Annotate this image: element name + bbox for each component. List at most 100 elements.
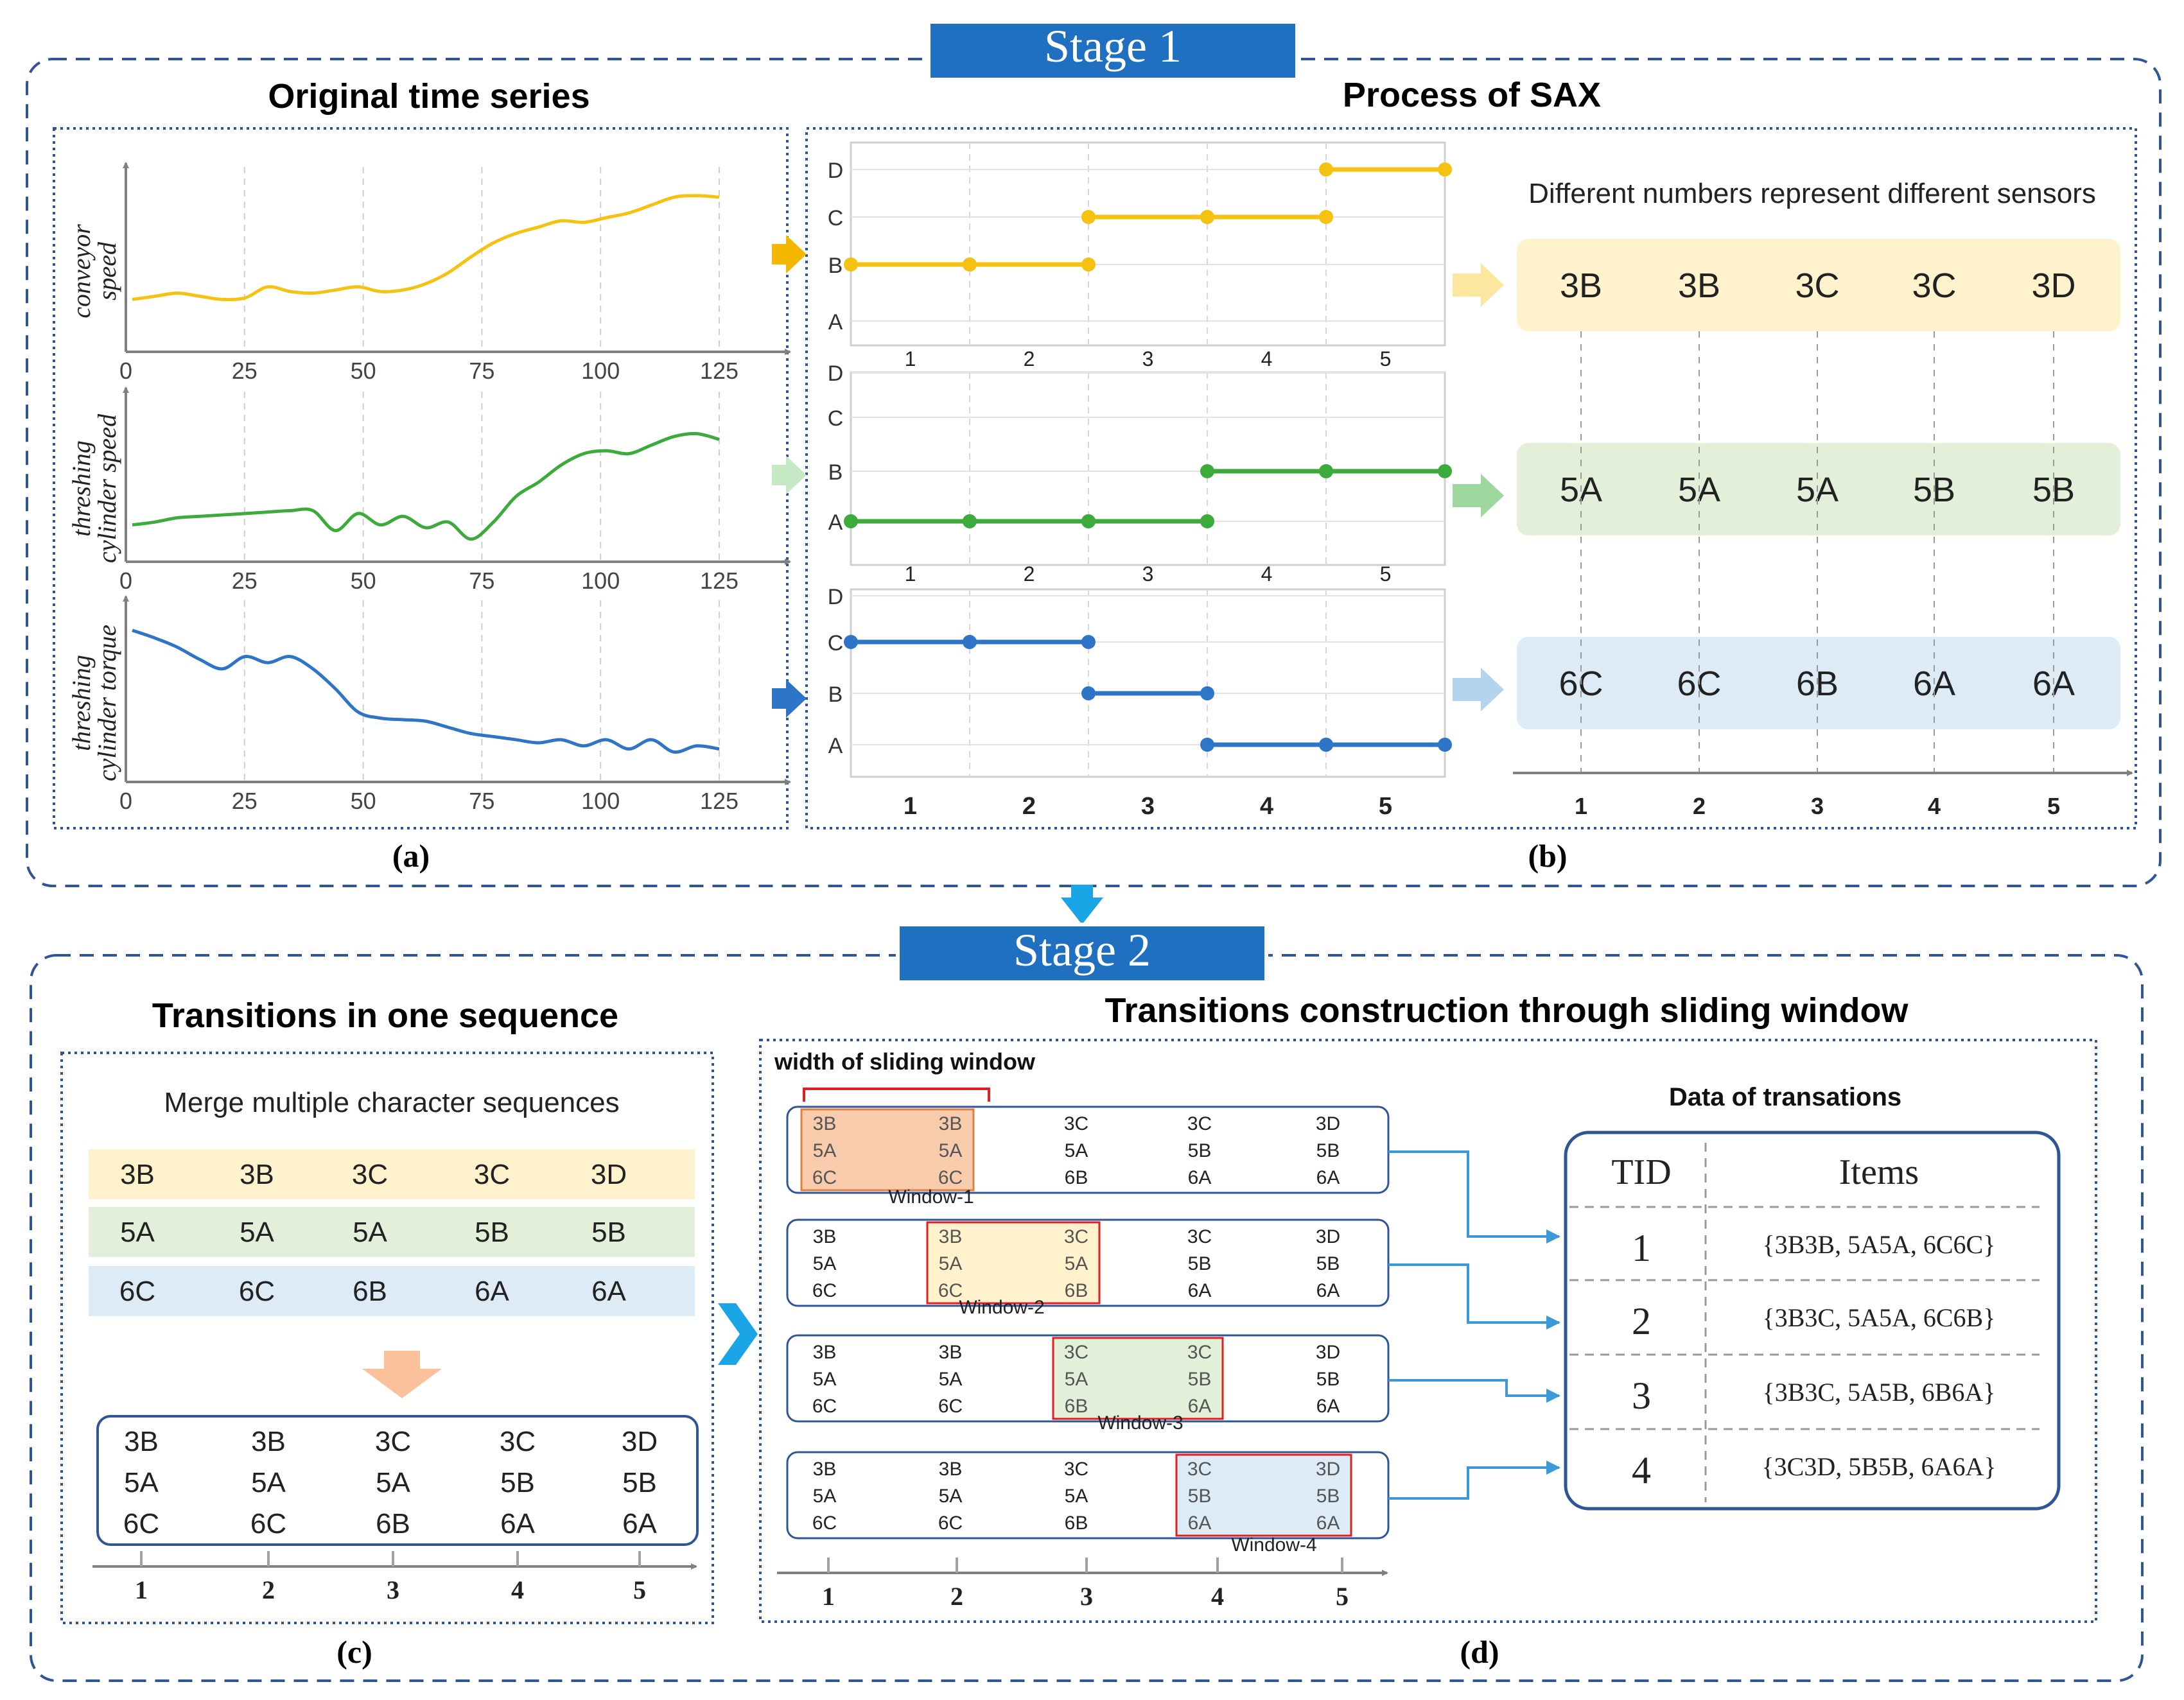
window-symbol: 6A xyxy=(1316,1280,1340,1301)
sliding-window-label: width of sliding window xyxy=(774,1048,1036,1075)
window-symbol: 5A xyxy=(939,1140,963,1161)
ts-tick-label: 50 xyxy=(351,568,376,594)
window-symbol: 5B xyxy=(1316,1369,1340,1390)
table-items-cell: {3B3C, 5A5B, 6B6A} xyxy=(1763,1378,1996,1407)
d-tick-label: 4 xyxy=(1211,1582,1224,1611)
sax-point xyxy=(1438,464,1452,478)
table-tid-cell: 2 xyxy=(1632,1300,1651,1342)
ts-tick-label: 100 xyxy=(581,568,620,594)
ts-tick-label: 0 xyxy=(119,788,132,814)
window-symbol: 5A xyxy=(939,1486,963,1507)
ts-tick-label: 100 xyxy=(581,788,620,814)
window-symbol: 5A xyxy=(1065,1369,1088,1390)
combined-symbol: 5B xyxy=(500,1467,535,1498)
window-to-table-arrow xyxy=(1388,1379,1560,1403)
combined-symbol: 3D xyxy=(622,1426,658,1457)
ts-ylabel-line1: threshing xyxy=(67,440,96,537)
sliding-window-highlight xyxy=(800,1108,975,1192)
sax-point xyxy=(1319,210,1333,224)
stage1-banner-text: Stage 1 xyxy=(1044,21,1182,72)
window-symbol: 3C xyxy=(1064,1226,1088,1247)
sax-chart-2: AB CD 1 2 3 4 5 xyxy=(772,361,1452,585)
sax-point xyxy=(1319,162,1333,177)
window-symbol: 6A xyxy=(1316,1396,1340,1417)
window-symbol: 5B xyxy=(1188,1140,1212,1161)
merged-symbol: 3C xyxy=(474,1159,510,1190)
sax-tick-label: 5 xyxy=(1380,562,1392,585)
ts-tick-label: 25 xyxy=(232,568,258,594)
sax-level-label: C xyxy=(828,206,844,230)
window-symbol: 6A xyxy=(1188,1396,1212,1417)
sequence-symbol: 3D xyxy=(2031,266,2075,305)
sax-point xyxy=(1319,464,1333,478)
window-symbol: 3B xyxy=(939,1342,963,1363)
window-symbol: 6B xyxy=(1065,1396,1088,1417)
ts-tick-label: 75 xyxy=(469,358,494,384)
window-symbol: 5B xyxy=(1316,1486,1340,1507)
merged-symbol: 6C xyxy=(119,1276,155,1307)
merged-row-bar xyxy=(89,1149,695,1199)
down-arrow-icon xyxy=(362,1351,442,1398)
ts-ylabel-line2: cylinder torque xyxy=(92,625,121,781)
merged-symbol: 6A xyxy=(475,1276,509,1307)
window-symbol: 6B xyxy=(1065,1280,1088,1301)
stage2-banner-text: Stage 2 xyxy=(1013,924,1151,976)
sax-point xyxy=(1200,210,1214,224)
d-tick-label: 2 xyxy=(950,1582,963,1611)
sequence-tick-label: 4 xyxy=(1928,793,1941,819)
sequence-bar xyxy=(1517,443,2120,535)
merged-symbol: 3D xyxy=(591,1159,627,1190)
c-tick-label: 2 xyxy=(262,1575,275,1604)
sax-point xyxy=(1081,514,1096,528)
merged-symbol: 3B xyxy=(240,1159,274,1190)
ts-ylabel-line1: threshing xyxy=(67,655,96,751)
merged-symbol: 6B xyxy=(353,1276,387,1307)
panel-a-frame xyxy=(53,127,789,829)
window-symbol: 3D xyxy=(1316,1113,1340,1134)
right-arrow-icon xyxy=(1453,668,1504,711)
table-items-cell: {3B3C, 5A5A, 6C6B} xyxy=(1763,1303,1996,1332)
combined-symbol: 3B xyxy=(251,1426,286,1457)
window-symbol: 5A xyxy=(813,1486,837,1507)
window-symbol: 5A xyxy=(1065,1253,1088,1274)
panel-c-frame xyxy=(60,1052,714,1624)
window-symbol: 3B xyxy=(939,1113,963,1134)
merged-symbol: 5A xyxy=(240,1217,274,1248)
combined-symbol: 6C xyxy=(250,1508,286,1540)
sliding-window-highlight xyxy=(1052,1337,1224,1420)
right-arrow-icon xyxy=(1453,474,1504,517)
sax-point xyxy=(1081,257,1096,272)
sax-point xyxy=(1200,686,1214,700)
stage2-banner: Stage 2 xyxy=(896,923,1268,984)
ts-tick-label: 125 xyxy=(700,358,738,384)
sax-chart-1: A BCD 1 2 3 4 5 xyxy=(772,141,1452,370)
sax-point xyxy=(844,635,858,649)
sax-tick-label: 4 xyxy=(1261,347,1273,370)
sequence-tick-label: 3 xyxy=(1811,793,1824,819)
c-tick-label: 4 xyxy=(511,1575,524,1604)
d-tick-label: 1 xyxy=(822,1582,835,1611)
window-symbol: 5A xyxy=(813,1369,837,1390)
window-symbol: 3B xyxy=(939,1459,963,1480)
sax-tick-label: 4 xyxy=(1261,562,1273,585)
merged-sequences: 3B 3B 3C 3C 3D 5A 5A 5A 5B 5B 6C 6C 6B 6A 6A 3B 3B 3C 3C 3D… xyxy=(89,1149,699,1604)
window-symbol: 5A xyxy=(1065,1486,1088,1507)
table-tid-cell: 4 xyxy=(1632,1449,1651,1491)
ts-tick-label: 0 xyxy=(119,568,132,594)
label-d: (d) xyxy=(1460,1634,1499,1670)
combined-symbol: 6A xyxy=(622,1508,657,1540)
combined-symbol: 3B xyxy=(124,1426,159,1457)
combined-symbol: 5B xyxy=(622,1467,657,1498)
window-label: Window-3 xyxy=(1097,1412,1183,1434)
sequence-symbol: 3B xyxy=(1678,266,1720,305)
sax-level-label: C xyxy=(828,631,844,655)
window-symbol: 6C xyxy=(938,1280,963,1301)
combined-symbol: 3C xyxy=(500,1426,536,1457)
sax-point xyxy=(963,635,977,649)
merged-symbol: 6C xyxy=(239,1276,275,1307)
sax-point xyxy=(1438,162,1452,177)
right-arrow-icon xyxy=(772,235,807,273)
label-b: (b) xyxy=(1528,838,1567,874)
